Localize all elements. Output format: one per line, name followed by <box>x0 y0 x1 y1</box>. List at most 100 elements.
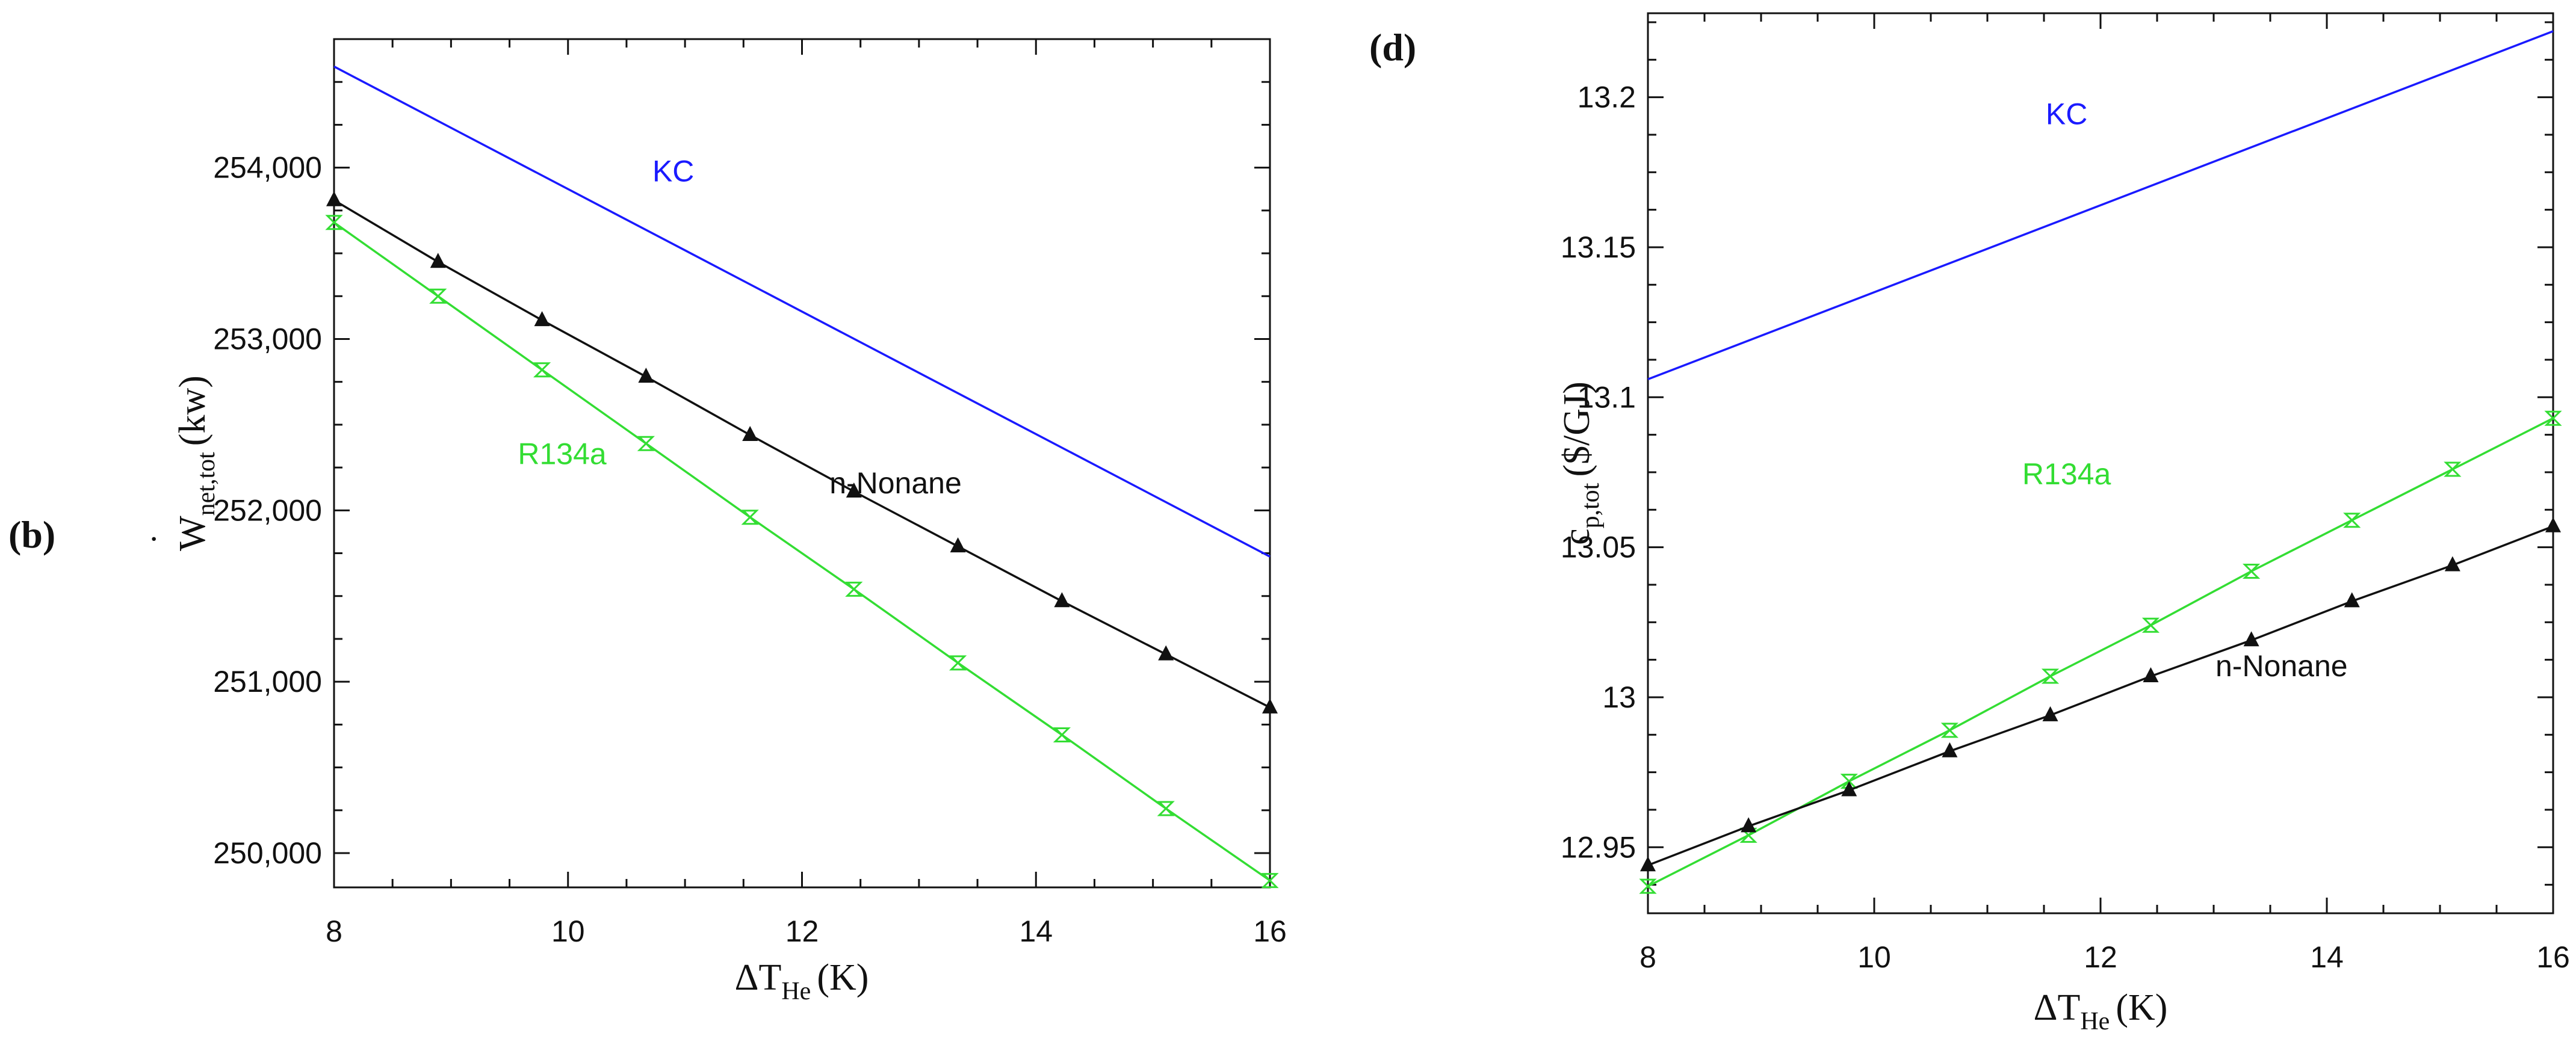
data-point-n-nonane <box>846 482 862 498</box>
x-axis-label-sub: He <box>2080 1008 2110 1035</box>
data-point-r134a <box>1639 878 1657 894</box>
data-point-n-nonane <box>430 253 446 268</box>
x-tick-label: 8 <box>1639 940 1656 974</box>
series-line-n-nonane <box>1647 525 2554 866</box>
data-point-n-nonane <box>2143 667 2159 683</box>
series-line-kc <box>1647 30 2554 381</box>
data-point-r134a <box>2041 668 2060 684</box>
data-point-r134a <box>637 436 655 451</box>
x-axis-label-unit: (K) <box>817 957 868 998</box>
y-tick-label: 13 <box>1602 680 1636 714</box>
x-tick-label: 8 <box>326 914 342 948</box>
data-point-n-nonane <box>638 368 654 383</box>
data-point-n-nonane <box>2444 556 2460 572</box>
data-point-r134a <box>2141 617 2160 633</box>
y-tick-label: 13.2 <box>1577 81 1636 114</box>
data-point-r134a <box>429 288 447 304</box>
data-point-r134a <box>1940 723 1959 738</box>
x-tick-label: 10 <box>551 914 585 948</box>
data-point-n-nonane <box>742 426 758 441</box>
data-point-n-nonane <box>1741 817 1757 833</box>
series-b <box>325 66 1279 889</box>
series-label-r134a: R134a <box>2022 457 2111 491</box>
data-point-r134a <box>2444 461 2462 477</box>
data-point-n-nonane <box>1262 698 1278 714</box>
data-point-r134a <box>1157 801 1175 816</box>
data-point-r134a <box>741 510 759 525</box>
data-point-r134a <box>1261 873 1279 889</box>
x-axis-label-sub: He <box>781 978 811 1005</box>
x-axis-label: ΔTHe (K) <box>735 957 869 1005</box>
data-point-n-nonane <box>2545 517 2561 532</box>
data-point-r134a <box>1840 774 1858 789</box>
data-point-r134a <box>949 655 967 671</box>
data-point-r134a <box>2544 410 2562 426</box>
y-axis-label-sub: p,tot <box>1577 482 1605 528</box>
panel-label-b: (b) <box>8 513 55 556</box>
x-tick-label: 12 <box>785 914 819 948</box>
y-tick-label: 251,000 <box>213 665 322 698</box>
data-point-r134a <box>2242 564 2261 579</box>
x-axis-label-main: ΔT <box>735 957 782 998</box>
data-point-n-nonane <box>2243 631 2259 647</box>
y-axis-label-dot: ˙ <box>144 533 185 546</box>
x-tick-label: 10 <box>1857 940 1891 974</box>
y-axis-label-group: cp,tot ($/GJ) <box>1556 381 1605 545</box>
axes-d: 8 10 12 14 16 12.95 13 13.05 13.1 13.15 13.2 ΔTHe (K… <box>1556 12 2570 1035</box>
y-axis-label-unit: (kw) <box>172 375 213 446</box>
data-point-n-nonane <box>534 311 550 327</box>
y-tick-label: 13.05 <box>1561 531 1636 564</box>
data-point-r134a <box>2343 513 2361 528</box>
series-d <box>1639 30 2562 894</box>
data-point-r134a <box>845 581 863 597</box>
x-axis-label-unit: (K) <box>2116 987 2167 1028</box>
data-point-n-nonane <box>2344 592 2360 608</box>
data-point-n-nonane <box>1158 645 1174 661</box>
data-point-n-nonane <box>1054 592 1070 608</box>
series-line-kc <box>333 66 1271 558</box>
y-axis-label-group: Wnet,tot (kw) ˙ <box>144 375 220 551</box>
labels-b: KC n-Nonane R134a <box>518 154 961 499</box>
data-point-n-nonane <box>1841 781 1857 797</box>
panel-label-d: (d) <box>1369 26 1416 69</box>
series-label-r134a: R134a <box>518 437 607 470</box>
series-label-n-nonane: n-Nonane <box>2215 649 2348 683</box>
data-point-r134a <box>533 362 551 378</box>
x-tick-label: 16 <box>2536 940 2570 974</box>
y-tick-label: 13.15 <box>1561 230 1636 264</box>
chart-panel-b: (b) 8 10 12 14 16 250,000 251,000 252,000 253,00… <box>8 38 1287 1005</box>
y-tick-label: 250,000 <box>213 836 322 870</box>
y-tick-label: 12.95 <box>1561 830 1636 864</box>
series-label-n-nonane: n-Nonane <box>829 466 962 500</box>
y-axis-label-main: W <box>172 516 213 551</box>
x-axis-label-main: ΔT <box>2034 987 2081 1028</box>
series-label-kc: KC <box>2046 97 2087 131</box>
y-axis-label: Wnet,tot (kw) <box>172 375 220 551</box>
x-tick-label: 14 <box>2310 940 2344 974</box>
data-point-n-nonane <box>326 191 342 206</box>
series-line-n-nonane <box>333 199 1271 709</box>
y-tick-label: 13.1 <box>1577 380 1636 414</box>
data-point-n-nonane <box>1640 856 1656 872</box>
x-tick-label: 16 <box>1253 914 1287 948</box>
y-axis-label-main: c <box>1556 528 1597 545</box>
labels-d: KC R134a n-Nonane <box>2022 97 2348 683</box>
series-line-r134a <box>333 221 1271 882</box>
data-point-r134a <box>325 215 343 230</box>
y-tick-label: 252,000 <box>213 493 322 527</box>
chart-panel-d: (d) 8 10 12 14 16 12.95 13 13.05 13.1 13.15 13.2 ΔT… <box>1369 12 2570 1035</box>
y-axis-label-sub: net,tot <box>193 452 220 516</box>
axes-b: 8 10 12 14 16 250,000 251,000 252,000 253,000 254… <box>144 38 1287 1005</box>
x-tick-label: 12 <box>2084 940 2117 974</box>
data-point-n-nonane <box>2042 706 2058 721</box>
y-tick-label: 254,000 <box>213 151 322 185</box>
x-tick-label: 14 <box>1019 914 1053 948</box>
data-point-n-nonane <box>950 537 966 553</box>
y-axis-label: cp,tot ($/GJ) <box>1556 381 1605 545</box>
data-point-n-nonane <box>1942 742 1958 757</box>
y-axis-label-unit: ($/GJ) <box>1556 381 1597 476</box>
y-tick-label: 253,000 <box>213 322 322 356</box>
x-axis-label: ΔTHe (K) <box>2034 987 2168 1035</box>
series-label-kc: KC <box>652 154 694 188</box>
